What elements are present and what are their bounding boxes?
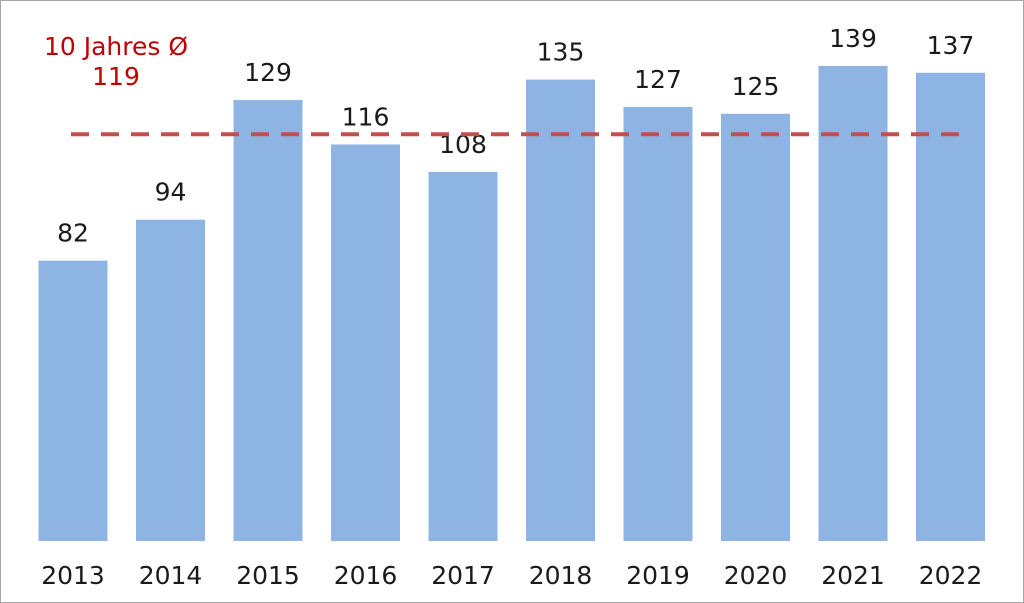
bar-value-label-2016: 116 [342, 103, 390, 132]
x-tick-label-2016: 2016 [334, 561, 398, 590]
x-tick-label-2022: 2022 [919, 561, 983, 590]
bar-2020 [721, 113, 790, 542]
x-tick-label-2018: 2018 [529, 561, 593, 590]
bars-group [38, 65, 985, 542]
bar-2019 [623, 106, 693, 542]
bar-value-label-2019: 127 [634, 65, 682, 94]
bar-2017 [428, 171, 498, 541]
bar-2013 [38, 260, 108, 541]
x-tick-label-2013: 2013 [41, 561, 105, 590]
bar-2015 [233, 100, 303, 541]
bar-value-label-2021: 139 [829, 24, 877, 53]
bar-value-label-2022: 137 [927, 31, 975, 60]
average-value-label: 119 [92, 62, 140, 91]
bar-2016 [331, 144, 400, 541]
x-tick-labels-group: 2013 2014 2015 2016 2017 2018 2019 2020 2021 2022 [41, 561, 982, 590]
bar-value-label-2013: 82 [57, 219, 89, 248]
x-tick-label-2014: 2014 [139, 561, 203, 590]
x-tick-label-2015: 2015 [236, 561, 300, 590]
bar-value-label-2020: 125 [732, 72, 780, 101]
bar-value-label-2018: 135 [537, 38, 585, 67]
bar-2021 [818, 65, 888, 542]
bar-2022 [916, 72, 985, 542]
x-tick-label-2021: 2021 [821, 561, 885, 590]
x-tick-label-2020: 2020 [724, 561, 788, 590]
bar-2014 [136, 219, 205, 541]
x-tick-label-2017: 2017 [431, 561, 495, 590]
bar-value-label-2015: 129 [244, 58, 292, 87]
bar-2018 [526, 79, 595, 541]
average-label: 10 Jahres Ø [44, 32, 188, 61]
bar-value-label-2014: 94 [155, 178, 187, 207]
x-tick-label-2019: 2019 [626, 561, 690, 590]
